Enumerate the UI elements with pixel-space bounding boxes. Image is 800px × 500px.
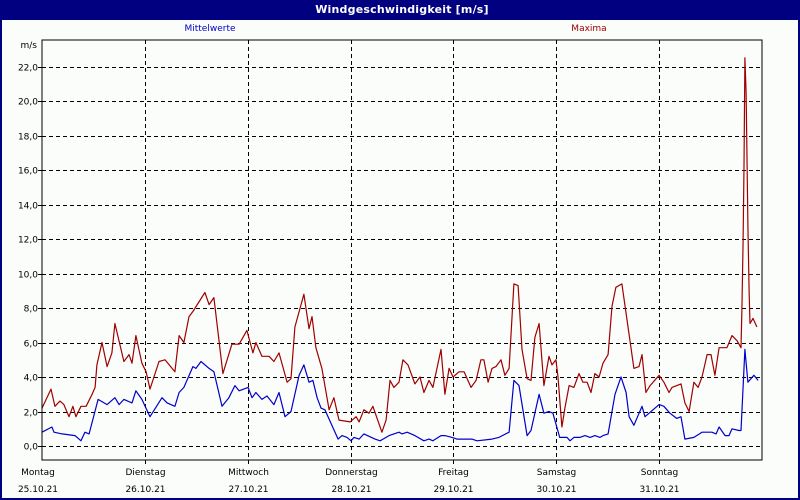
x-axis: Montag 25.10.21 Dienstag 26.10.21 Mittwoch 27…	[18, 468, 680, 495]
y-tick-label: 22,0	[18, 64, 38, 74]
window-title: Windgeschwindigkeit [m/s]	[2, 0, 800, 20]
y-tick-label: 14,0	[18, 202, 38, 212]
y-axis-unit: m/s	[21, 41, 38, 51]
x-tick-date: 25.10.21	[18, 485, 58, 495]
plot-frame	[41, 39, 763, 461]
x-tick-date: 28.10.21	[331, 485, 371, 495]
series-lines	[41, 57, 759, 442]
x-tick-date: 26.10.21	[125, 485, 165, 495]
legend-mean: Mittelwerte	[184, 24, 236, 34]
x-tick-day: Sonntag	[641, 468, 678, 478]
y-tick-label: 20,0	[18, 98, 38, 108]
y-tick-label: 18,0	[18, 133, 38, 143]
x-tick-day: Mittwoch	[228, 468, 269, 478]
series-line-mittelwerte	[41, 348, 759, 442]
legend-max: Maxima	[571, 24, 607, 34]
y-tick-label: 8,0	[24, 305, 39, 315]
x-tick-date: 29.10.21	[433, 485, 473, 495]
series-line-maxima	[41, 57, 758, 433]
x-tick-day: Samstag	[537, 468, 576, 478]
x-tick-day: Dienstag	[125, 468, 165, 478]
y-tick-label: 16,0	[18, 167, 38, 177]
x-tick-day: Montag	[21, 468, 55, 478]
y-tick-label: 0,0	[24, 443, 39, 453]
x-tick-date: 30.10.21	[536, 485, 576, 495]
y-tick-label: 6,0	[24, 340, 39, 350]
y-tick-label: 12,0	[18, 236, 38, 246]
y-tick-label: 2,0	[24, 409, 39, 419]
x-tick-date: 27.10.21	[228, 485, 268, 495]
y-axis: m/s 0,0 2,0 4,0 6,0 8,0 10,0 12,0 14,0 16,0 18,0 2…	[18, 41, 38, 453]
x-tick-day: Freitag	[438, 468, 469, 478]
x-tick-day: Donnerstag	[325, 468, 378, 478]
x-tick-date: 31.10.21	[639, 485, 679, 495]
y-tick-label: 10,0	[18, 271, 38, 281]
y-tick-label: 4,0	[24, 374, 39, 384]
grid-lines	[38, 40, 762, 464]
